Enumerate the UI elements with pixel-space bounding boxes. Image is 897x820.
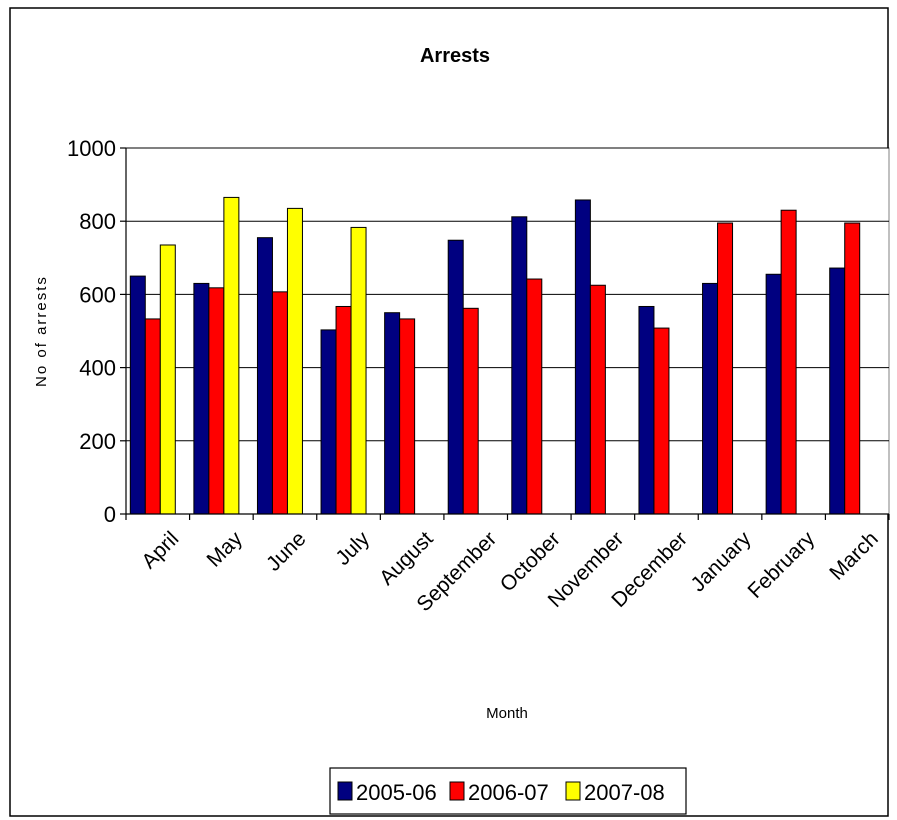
bar-2005-06-February bbox=[765, 273, 782, 515]
y-tick-label: 400 bbox=[79, 356, 116, 381]
legend-swatch bbox=[565, 781, 581, 801]
plot-area bbox=[125, 147, 890, 515]
bar-2005-06-January bbox=[702, 282, 719, 515]
bar-2005-06-March bbox=[829, 267, 846, 515]
bar-2006-07-June bbox=[271, 291, 288, 515]
y-axis-label: No of arrests bbox=[33, 275, 50, 387]
bar-2006-07-April bbox=[144, 318, 161, 515]
x-axis-label: Month bbox=[486, 705, 528, 722]
bars-group bbox=[129, 196, 861, 515]
bar-2006-07-September bbox=[462, 307, 479, 515]
legend-swatch bbox=[449, 781, 465, 801]
bar-2005-06-August bbox=[384, 312, 401, 515]
bar-2006-07-January bbox=[717, 222, 734, 515]
bar-2007-08-May bbox=[223, 196, 240, 515]
bar-2005-06-May bbox=[193, 282, 210, 515]
bar-2006-07-March bbox=[844, 222, 861, 515]
bar-2006-07-November bbox=[589, 284, 606, 515]
chart-title: Arrests bbox=[420, 45, 490, 67]
bar-2006-07-May bbox=[208, 287, 225, 515]
bar-2006-07-December bbox=[653, 327, 670, 515]
legend-label: 2007-08 bbox=[584, 780, 665, 805]
bar-2006-07-February bbox=[780, 209, 797, 515]
bar-2006-07-July bbox=[335, 305, 352, 515]
y-tick-label: 200 bbox=[79, 429, 116, 454]
legend-label: 2006-07 bbox=[468, 780, 549, 805]
legend-label: 2005-06 bbox=[356, 780, 437, 805]
bar-2005-06-July bbox=[320, 329, 337, 515]
bar-2007-08-June bbox=[286, 207, 303, 515]
bar-2005-06-October bbox=[511, 216, 528, 515]
bar-2005-06-September bbox=[447, 239, 464, 515]
grid-lines bbox=[126, 147, 889, 442]
bar-2007-08-July bbox=[350, 226, 367, 515]
bar-2005-06-December bbox=[638, 305, 655, 515]
y-axis-ticks: 0 200 400 600 800 1000 bbox=[67, 136, 126, 527]
bar-2006-07-August bbox=[399, 318, 416, 515]
legend-items: 2005-06 2006-07 2007-08 bbox=[337, 780, 665, 805]
legend-swatch bbox=[337, 781, 353, 801]
legend-box bbox=[329, 767, 687, 815]
bar-2005-06-November bbox=[574, 199, 591, 515]
bar-2007-08-April bbox=[159, 244, 176, 515]
bar-2005-06-April bbox=[129, 275, 146, 515]
y-tick-label: 800 bbox=[79, 209, 116, 234]
bar-2006-07-October bbox=[526, 278, 543, 515]
bar-2005-06-June bbox=[256, 237, 273, 515]
y-tick-label: 0 bbox=[104, 502, 116, 527]
y-tick-label: 600 bbox=[79, 282, 116, 307]
y-tick-label: 1000 bbox=[67, 136, 116, 161]
